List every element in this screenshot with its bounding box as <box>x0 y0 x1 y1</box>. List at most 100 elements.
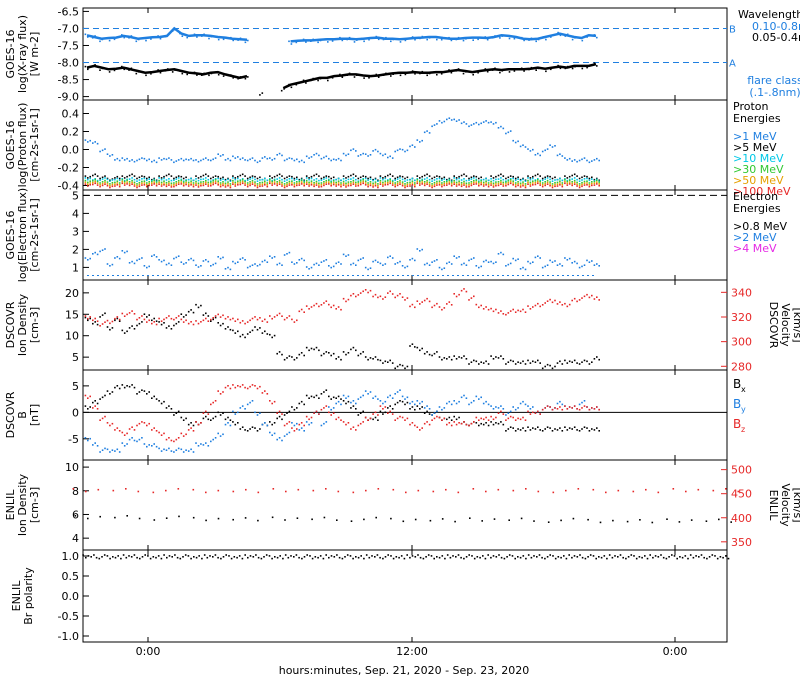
data-point <box>182 180 185 182</box>
data-point <box>313 396 315 399</box>
data-point <box>322 557 325 560</box>
data-point <box>87 517 89 520</box>
data-point <box>516 36 518 38</box>
data-point <box>557 64 559 67</box>
y-right-axis-label: ENLIL <box>767 490 780 522</box>
data-point <box>382 181 384 184</box>
data-point <box>542 67 545 70</box>
data-point <box>400 555 403 557</box>
data-point <box>320 182 323 184</box>
data-point <box>554 365 556 368</box>
data-point <box>181 72 184 75</box>
data-point <box>433 352 436 355</box>
data-point <box>180 318 183 321</box>
data-point <box>202 314 205 316</box>
data-point <box>524 311 527 313</box>
data-point <box>315 346 318 349</box>
data-point <box>370 37 373 39</box>
data-point <box>433 71 436 73</box>
data-point <box>177 315 180 317</box>
data-point <box>598 299 600 301</box>
data-point <box>222 184 224 187</box>
data-point <box>239 181 242 184</box>
data-point <box>180 178 183 181</box>
data-point <box>254 181 256 183</box>
data-point <box>495 356 497 358</box>
data-point <box>193 556 195 558</box>
data-point <box>465 556 468 558</box>
data-point <box>264 177 266 180</box>
data-point <box>251 264 254 266</box>
data-point <box>539 413 541 415</box>
data-point <box>152 491 155 494</box>
data-point <box>273 316 276 318</box>
data-point <box>372 179 374 182</box>
data-point <box>241 157 244 159</box>
data-point <box>583 157 586 159</box>
data-point <box>352 293 355 295</box>
data-point <box>389 180 391 183</box>
data-point <box>128 327 131 329</box>
data-point <box>480 265 482 268</box>
data-point <box>411 257 414 260</box>
data-point <box>482 402 485 405</box>
data-point <box>516 68 518 70</box>
data-point <box>399 415 401 418</box>
data-point <box>387 156 389 159</box>
data-point <box>367 268 369 271</box>
data-point <box>406 176 409 179</box>
data-point <box>319 39 322 42</box>
data-point <box>118 185 121 188</box>
data-point <box>549 259 551 262</box>
data-point <box>146 185 148 188</box>
y-axis-label: Br polarity <box>22 567 35 625</box>
data-point <box>219 324 222 327</box>
data-point <box>482 362 485 364</box>
data-point <box>94 400 96 402</box>
data-point <box>448 69 450 71</box>
data-point <box>460 174 463 177</box>
data-point <box>114 429 116 431</box>
data-point <box>342 400 345 402</box>
data-point <box>133 160 136 163</box>
data-point <box>291 261 293 263</box>
data-point <box>416 182 419 185</box>
data-point <box>527 177 529 179</box>
data-point <box>448 400 451 403</box>
data-point <box>411 177 414 180</box>
data-point <box>323 391 325 393</box>
data-point <box>210 180 212 182</box>
data-point <box>367 393 369 395</box>
data-point <box>286 183 288 186</box>
data-point <box>522 400 524 403</box>
y-tick-label: 0.0 <box>62 144 80 157</box>
data-point <box>296 319 298 322</box>
data-point <box>305 183 308 185</box>
series-Density <box>74 515 732 524</box>
data-point <box>89 395 91 398</box>
data-point <box>411 70 414 72</box>
data-point <box>116 385 119 387</box>
data-point <box>490 184 492 186</box>
data-point <box>596 183 598 185</box>
data-point <box>165 438 168 441</box>
data-point <box>283 180 286 182</box>
data-point <box>337 157 340 160</box>
data-point <box>170 159 173 161</box>
data-point <box>465 38 467 40</box>
data-point <box>246 177 249 180</box>
data-point <box>205 183 207 185</box>
data-point <box>288 40 290 43</box>
data-point <box>711 554 714 556</box>
data-point <box>571 556 573 559</box>
data-point <box>330 184 332 187</box>
data-point <box>367 358 369 361</box>
data-point <box>487 554 489 556</box>
y-axis-label: ENLIL <box>10 580 23 612</box>
data-point <box>201 557 203 560</box>
data-point <box>217 432 219 435</box>
data-point <box>399 41 402 43</box>
data-point <box>468 554 470 556</box>
data-point <box>214 182 217 185</box>
